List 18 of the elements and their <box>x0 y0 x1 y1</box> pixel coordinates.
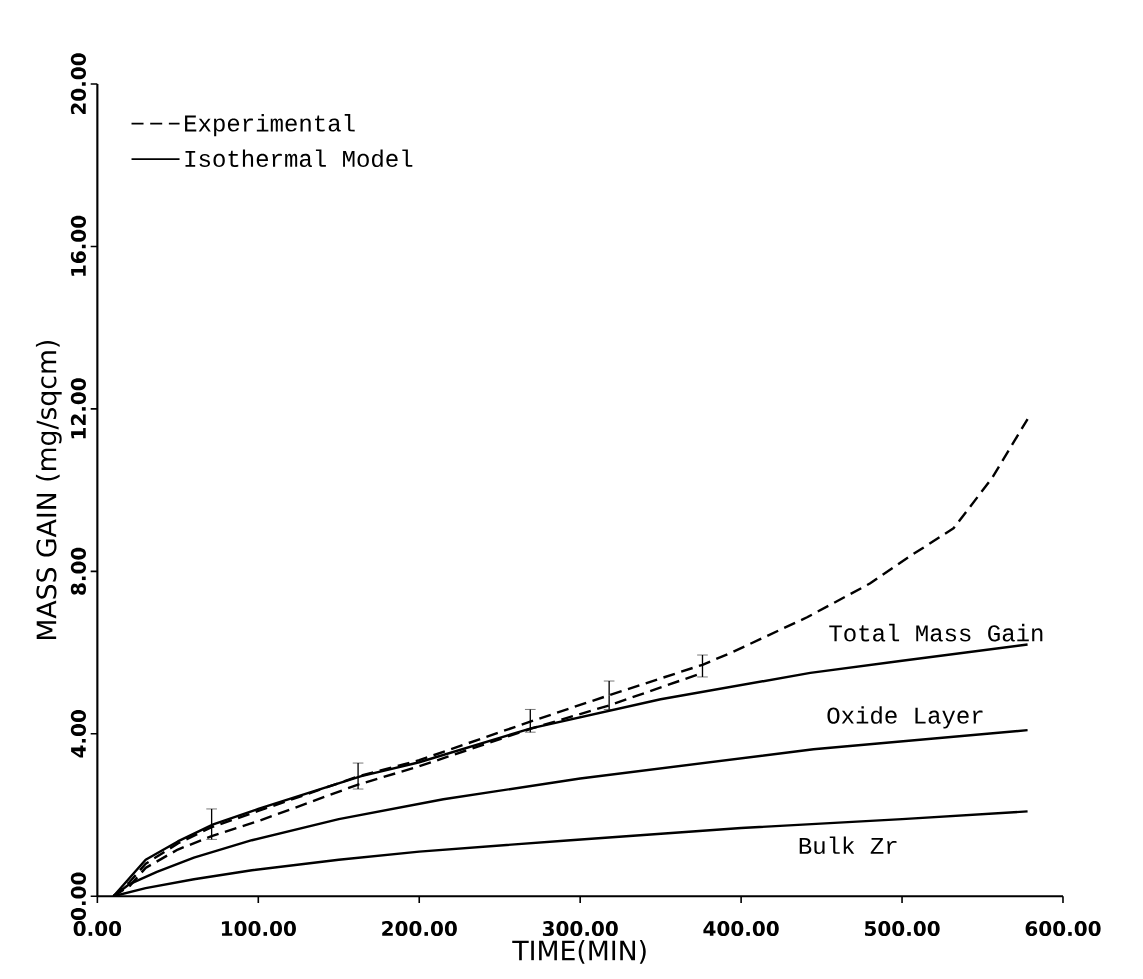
x-axis-title: TIME(MIN) <box>512 939 646 964</box>
x-tick-label: 400.00 <box>703 920 779 937</box>
y-tick-label: 12.00 <box>70 378 86 439</box>
annotation: Oxide Layer <box>827 706 983 729</box>
x-tick-label: 600.00 <box>1025 920 1101 937</box>
annotation: Total Mass Gain <box>829 623 1043 642</box>
y-tick-label: 20.00 <box>70 53 86 115</box>
annotation: Bulk Zr <box>799 836 897 855</box>
y-axis-title: MASS GAIN (mg/sqcm) <box>35 340 62 640</box>
legend-label: Experimental <box>185 113 355 137</box>
y-tick-label: 4.00 <box>70 710 86 758</box>
y-tick-label: 8.00 <box>70 547 86 595</box>
x-tick-label: 500.00 <box>864 920 940 937</box>
x-tick-label: 200.00 <box>382 920 457 937</box>
x-tick-label: 100.00 <box>221 920 296 937</box>
y-tick-label: 16.00 <box>70 215 86 276</box>
legend-label: Isothermal Model <box>185 149 413 168</box>
x-tick-label: 300.00 <box>542 920 618 937</box>
